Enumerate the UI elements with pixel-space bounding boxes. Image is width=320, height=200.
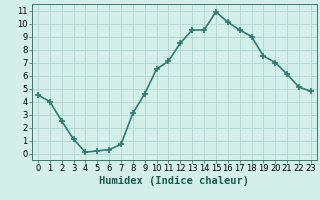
X-axis label: Humidex (Indice chaleur): Humidex (Indice chaleur)	[100, 176, 249, 186]
